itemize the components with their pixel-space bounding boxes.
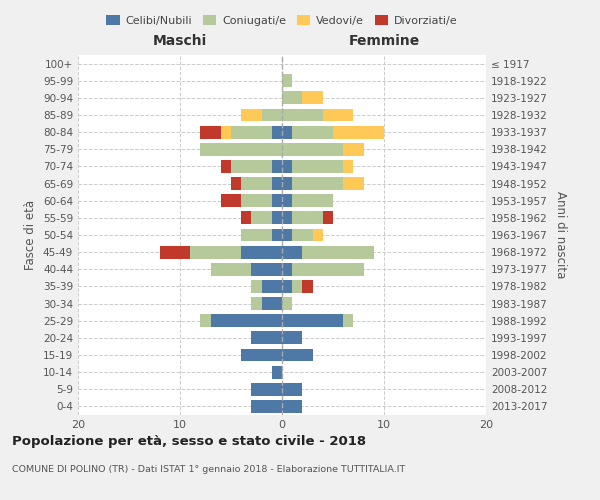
Bar	[282, 263, 292, 276]
Bar	[231, 126, 272, 138]
Bar	[292, 177, 343, 190]
Bar	[282, 246, 302, 258]
Bar	[200, 143, 282, 156]
Bar	[211, 263, 251, 276]
Bar	[323, 108, 353, 122]
Bar	[282, 74, 292, 87]
Bar	[272, 194, 282, 207]
Bar	[302, 92, 323, 104]
Bar	[313, 228, 323, 241]
Bar	[343, 177, 364, 190]
Bar	[343, 160, 353, 173]
Bar	[241, 108, 262, 122]
Bar	[343, 143, 364, 156]
Bar	[282, 314, 343, 327]
Bar	[231, 160, 272, 173]
Bar	[282, 212, 292, 224]
Bar	[200, 314, 211, 327]
Bar	[282, 383, 302, 396]
Bar	[282, 108, 323, 122]
Bar	[272, 228, 282, 241]
Legend: Celibi/Nubili, Coniugati/e, Vedovi/e, Divorziati/e: Celibi/Nubili, Coniugati/e, Vedovi/e, Di…	[102, 10, 462, 30]
Bar	[211, 314, 282, 327]
Bar	[160, 246, 190, 258]
Bar	[323, 212, 333, 224]
Bar	[292, 228, 313, 241]
Bar	[282, 280, 292, 293]
Bar	[282, 297, 292, 310]
Bar	[251, 383, 282, 396]
Bar	[221, 126, 231, 138]
Bar	[292, 194, 333, 207]
Bar	[282, 332, 302, 344]
Bar	[272, 212, 282, 224]
Bar	[241, 177, 272, 190]
Bar	[241, 212, 251, 224]
Bar	[282, 228, 292, 241]
Bar	[272, 160, 282, 173]
Bar	[292, 263, 364, 276]
Bar	[292, 280, 302, 293]
Bar	[262, 108, 282, 122]
Bar	[262, 280, 282, 293]
Bar	[282, 348, 313, 362]
Bar	[302, 246, 374, 258]
Bar	[282, 92, 302, 104]
Bar	[292, 126, 333, 138]
Bar	[221, 160, 231, 173]
Bar	[241, 348, 282, 362]
Text: Popolazione per età, sesso e stato civile - 2018: Popolazione per età, sesso e stato civil…	[12, 435, 366, 448]
Bar	[221, 194, 241, 207]
Bar	[282, 160, 292, 173]
Bar	[282, 143, 343, 156]
Bar	[272, 177, 282, 190]
Text: Femmine: Femmine	[349, 34, 419, 48]
Text: Maschi: Maschi	[153, 34, 207, 48]
Bar	[190, 246, 241, 258]
Bar	[262, 297, 282, 310]
Bar	[302, 280, 313, 293]
Bar	[241, 194, 272, 207]
Bar	[282, 194, 292, 207]
Bar	[241, 228, 272, 241]
Bar	[272, 126, 282, 138]
Bar	[282, 177, 292, 190]
Bar	[251, 212, 272, 224]
Bar	[200, 126, 221, 138]
Bar	[251, 297, 262, 310]
Bar	[343, 314, 353, 327]
Bar	[292, 212, 323, 224]
Bar	[292, 160, 343, 173]
Bar	[272, 366, 282, 378]
Bar	[333, 126, 384, 138]
Bar	[282, 400, 302, 413]
Bar	[282, 126, 292, 138]
Bar	[251, 280, 262, 293]
Y-axis label: Anni di nascita: Anni di nascita	[554, 192, 567, 278]
Bar	[251, 332, 282, 344]
Bar	[241, 246, 282, 258]
Bar	[251, 263, 282, 276]
Y-axis label: Fasce di età: Fasce di età	[25, 200, 37, 270]
Bar	[231, 177, 241, 190]
Bar	[251, 400, 282, 413]
Text: COMUNE DI POLINO (TR) - Dati ISTAT 1° gennaio 2018 - Elaborazione TUTTITALIA.IT: COMUNE DI POLINO (TR) - Dati ISTAT 1° ge…	[12, 465, 405, 474]
